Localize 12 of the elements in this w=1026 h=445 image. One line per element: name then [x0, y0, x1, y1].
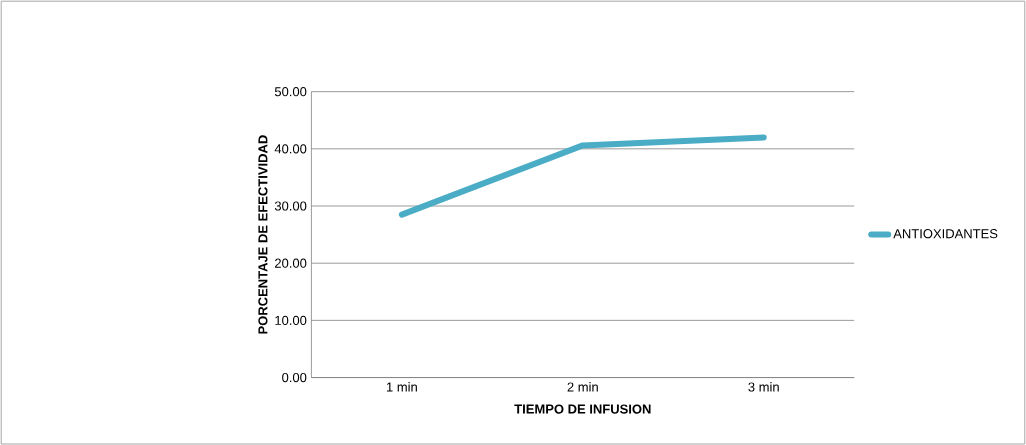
- x-tick-label: 2 min: [567, 381, 598, 392]
- x-tick-label: 1 min: [386, 381, 417, 392]
- y-tick-label: 30.00: [274, 201, 307, 211]
- y-tick-label: 50.00: [274, 86, 307, 97]
- y-tick-label: 20.00: [275, 258, 307, 268]
- legend-label: ANTIOXIDANTES: [893, 228, 998, 239]
- x-tick-label: 3 min: [748, 381, 779, 392]
- x-axis-title: TIEMPO DE INFUSION: [514, 404, 651, 414]
- y-tick-label: 10.00: [275, 315, 307, 325]
- y-tick-label: 40.00: [274, 144, 307, 154]
- y-tick-label: 0.00: [282, 372, 307, 383]
- y-axis-title: PORCENTAJE DE EFECTIVIDAD: [258, 135, 268, 334]
